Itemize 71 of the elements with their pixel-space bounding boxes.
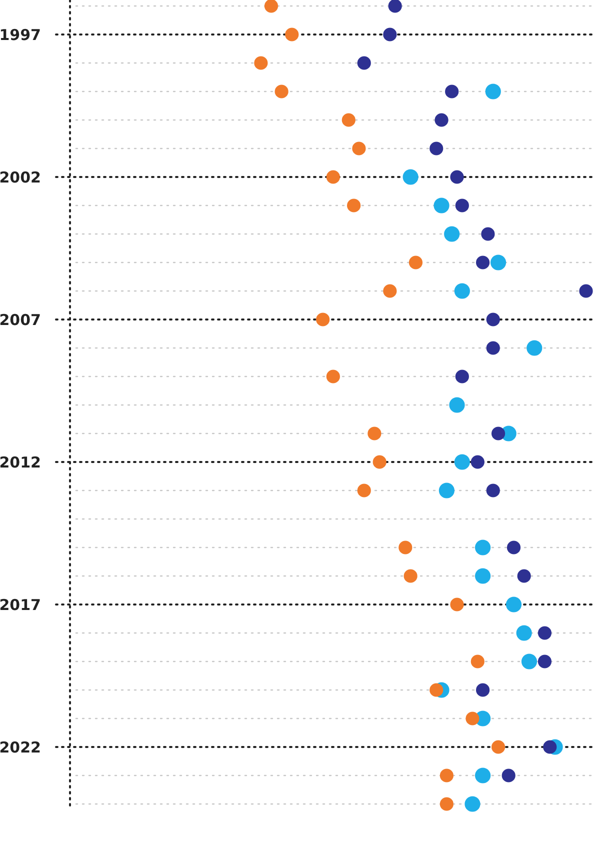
point — [475, 568, 491, 584]
point — [476, 256, 490, 270]
point — [491, 740, 506, 754]
point — [476, 683, 490, 697]
point — [444, 226, 460, 242]
point — [342, 113, 356, 127]
point — [543, 740, 557, 754]
point — [502, 768, 516, 782]
point — [264, 0, 278, 13]
point — [475, 768, 491, 784]
point — [506, 596, 522, 612]
y-tick-label: 2022 — [0, 738, 41, 756]
point — [450, 170, 464, 184]
point — [470, 654, 484, 668]
point — [440, 768, 454, 782]
point — [438, 482, 454, 498]
point — [517, 569, 531, 583]
point — [538, 654, 552, 668]
point — [449, 397, 465, 413]
y-tick-label: 2002 — [0, 168, 41, 186]
point — [352, 142, 366, 156]
point — [316, 312, 330, 326]
point — [516, 625, 532, 641]
point — [285, 28, 299, 42]
point — [383, 284, 397, 298]
point — [388, 0, 402, 13]
point — [357, 56, 371, 70]
point — [454, 283, 470, 299]
point — [486, 341, 500, 355]
point — [434, 113, 448, 127]
point — [486, 312, 500, 326]
point — [475, 540, 491, 556]
point — [445, 84, 459, 98]
point — [526, 340, 542, 356]
point — [521, 654, 538, 670]
point — [579, 284, 593, 298]
point — [454, 454, 470, 470]
point — [372, 455, 386, 469]
point — [402, 169, 418, 185]
point — [254, 56, 268, 70]
point — [326, 370, 340, 384]
point — [538, 626, 552, 640]
point — [490, 254, 506, 270]
point — [486, 484, 500, 498]
point — [450, 598, 464, 612]
point — [357, 484, 371, 498]
point — [430, 683, 444, 697]
point — [464, 796, 480, 812]
point — [466, 712, 480, 726]
point — [485, 84, 501, 100]
y-tick-label: 1997 — [0, 26, 41, 44]
point — [408, 256, 423, 270]
point — [481, 227, 495, 241]
y-tick-label: 2017 — [0, 596, 41, 614]
y-tick-label: 2007 — [0, 310, 41, 329]
point — [470, 455, 484, 469]
point — [347, 198, 361, 212]
point — [368, 426, 382, 440]
point — [491, 426, 506, 440]
point — [404, 569, 418, 583]
point — [326, 170, 340, 184]
point — [398, 540, 412, 554]
point — [506, 540, 521, 554]
point — [455, 370, 469, 384]
point — [440, 797, 454, 811]
point — [434, 198, 450, 214]
y-tick-label: 2012 — [0, 453, 41, 472]
point — [455, 198, 469, 212]
point — [430, 142, 444, 156]
point — [274, 84, 288, 98]
point — [383, 28, 397, 42]
